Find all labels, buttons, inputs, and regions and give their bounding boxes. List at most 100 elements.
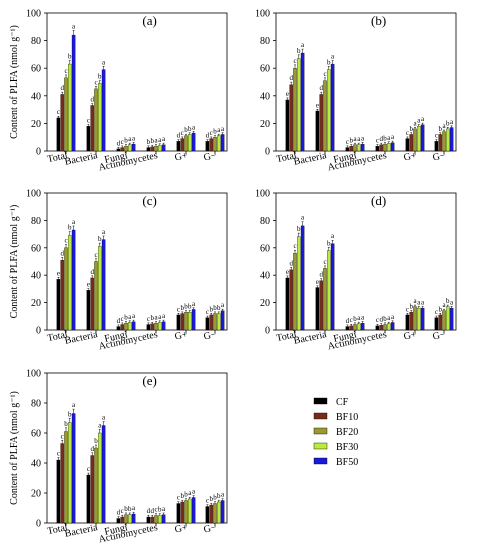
bar-bf30-1: [98, 246, 102, 331]
significance-letter: b: [383, 315, 387, 323]
significance-letter: d: [90, 268, 94, 276]
significance-letter: a: [421, 115, 425, 123]
x-tick-label: Fungi: [104, 150, 129, 166]
bar-bf50-0: [300, 52, 305, 152]
bar-bf50-2: [131, 513, 136, 524]
bar-bf20-4: [184, 500, 188, 524]
significance-letter: e: [286, 268, 289, 276]
significance-letter: a: [102, 58, 106, 66]
bar-bf50-0: [71, 229, 76, 331]
bar-bf30-2: [128, 514, 132, 524]
bar-bf50-4: [191, 497, 196, 524]
bar-bf10-5: [209, 504, 213, 524]
legend-label-cf: CF: [336, 397, 349, 408]
significance-letter: b: [184, 491, 188, 499]
legend-swatch-bf20: [313, 427, 328, 435]
bar-bf50-2: [360, 322, 365, 331]
significance-letter: a: [391, 313, 395, 321]
panel-label: (d): [371, 193, 386, 208]
y-tick-label: 60: [31, 64, 41, 75]
significance-letter: b: [327, 239, 331, 247]
bar-bf30-0: [297, 236, 301, 331]
significance-letter: a: [361, 134, 365, 142]
significance-letter: a: [162, 505, 166, 513]
x-tick-label: G+: [174, 329, 189, 343]
bar-bf30-0: [297, 58, 301, 152]
significance-letter: a: [98, 421, 102, 429]
significance-letter: a: [221, 301, 225, 309]
significance-letter: b: [150, 314, 154, 322]
significance-letter: a: [192, 300, 196, 308]
bar-cf-3: [146, 516, 151, 524]
y-tick-label: 80: [31, 36, 41, 47]
significance-letter: b: [188, 125, 192, 133]
bar-bf50-4: [420, 124, 425, 152]
bar-bf10-4: [409, 312, 413, 331]
bar-bf20-1: [323, 80, 327, 152]
y-tick-label: 100: [255, 9, 270, 20]
bar-bf10-4: [180, 313, 184, 331]
significance-letter: d: [117, 509, 121, 517]
x-tick-label: G+: [174, 522, 189, 536]
y-tick-label: 0: [36, 326, 41, 337]
panel-label: (a): [142, 13, 156, 28]
bar-cf-2: [116, 326, 121, 331]
bar-bf30-3: [158, 515, 162, 524]
significance-letter: a: [387, 314, 391, 322]
significance-letter: a: [421, 298, 425, 306]
significance-letter: b: [409, 125, 413, 133]
significance-letter: a: [128, 313, 132, 321]
significance-letter: a: [158, 136, 162, 144]
bar-bf20-0: [64, 431, 68, 524]
significance-letter: a: [353, 135, 357, 143]
bar-bf30-4: [417, 307, 421, 331]
significance-letter: a: [387, 134, 391, 142]
significance-letter: b: [213, 128, 217, 136]
significance-letter: c: [376, 137, 379, 145]
significance-letter: b: [124, 137, 128, 145]
bar-bf30-1: [327, 250, 331, 331]
significance-letter: c: [177, 305, 180, 313]
bar-cf-0: [56, 459, 61, 524]
significance-letter: a: [417, 117, 421, 125]
significance-letter: b: [124, 314, 128, 322]
significance-letter: c: [121, 315, 124, 323]
significance-letter: d: [289, 259, 293, 267]
x-tick-label: Bacteria: [64, 329, 99, 347]
significance-letter: b: [446, 297, 450, 305]
significance-letter: b: [150, 137, 154, 145]
bar-bf30-4: [188, 312, 192, 331]
panel-1: 0 20 40 60 80 100 Content of PLFA (nmol g⁻¹) (a…: [9, 9, 228, 173]
significance-letter: a: [132, 504, 136, 512]
bar-cf-5: [205, 317, 210, 331]
bar-cf-0: [285, 99, 290, 152]
significance-letter: c: [121, 507, 124, 515]
bar-bf20-5: [213, 503, 217, 524]
y-tick-label: 80: [31, 399, 41, 410]
bar-bf10-1: [90, 455, 94, 524]
bar-bf30-2: [357, 144, 361, 152]
plot-frame: [275, 192, 457, 331]
bar-bf10-0: [60, 94, 64, 152]
y-tick-label: 100: [26, 369, 41, 380]
bar-bf50-3: [390, 322, 395, 331]
bar-cf-3: [146, 147, 151, 152]
bar-bf50-4: [420, 307, 425, 331]
significance-letter: b: [327, 58, 331, 66]
bar-bf20-0: [293, 253, 297, 331]
bar-bf20-5: [442, 131, 446, 152]
bar-bf50-3: [161, 321, 166, 331]
bar-bf10-5: [209, 138, 213, 152]
significance-letter: c: [87, 117, 90, 125]
x-tick-label: Fungi: [333, 329, 358, 345]
bar-cf-2: [345, 326, 350, 331]
bar-bf10-4: [180, 501, 184, 524]
significance-letter: c: [121, 138, 124, 146]
bar-bf20-4: [184, 135, 188, 152]
bar-bf30-5: [446, 306, 450, 331]
significance-letter: c: [323, 70, 326, 78]
bar-bf20-0: [64, 77, 68, 152]
plot-frame: [275, 12, 457, 152]
significance-letter: b: [213, 304, 217, 312]
legend-swatch-cf: [313, 397, 328, 405]
